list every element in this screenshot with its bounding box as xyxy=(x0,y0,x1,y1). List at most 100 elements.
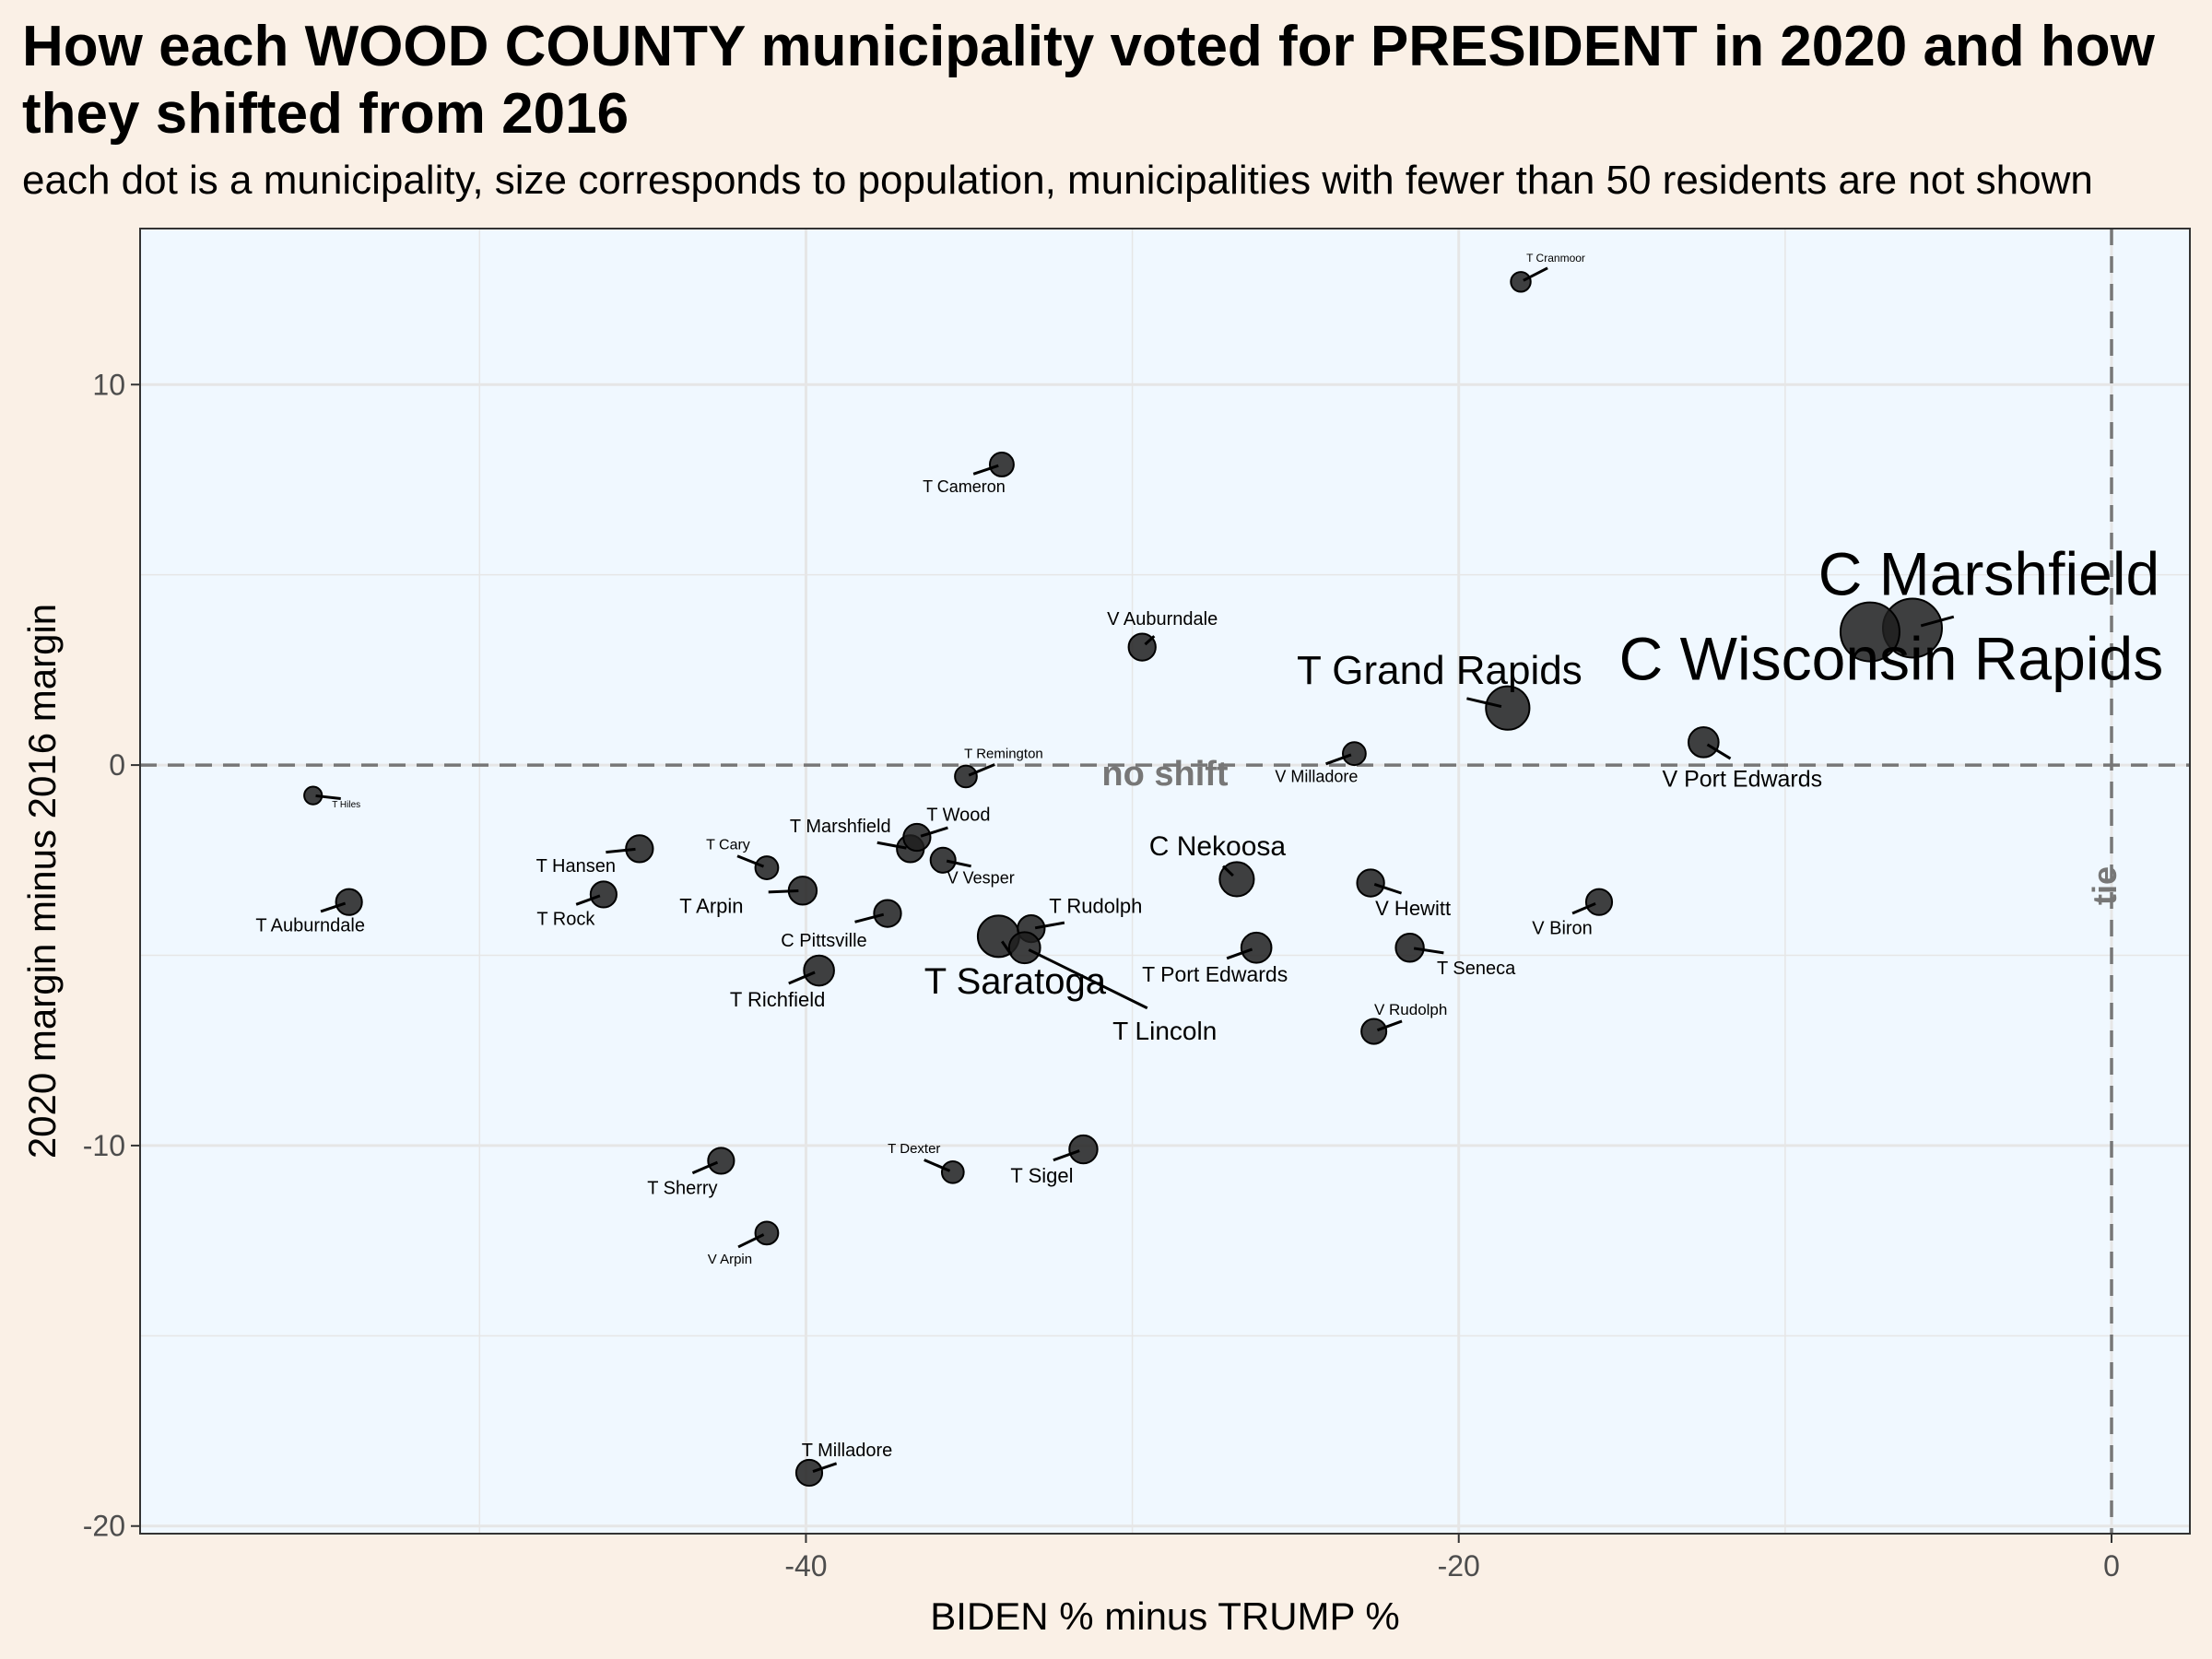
tie-label: tie xyxy=(2086,866,2124,905)
chart-subtitle: each dot is a municipality, size corresp… xyxy=(22,158,2093,203)
leader-line xyxy=(320,901,347,913)
point-label: T Rock xyxy=(536,909,595,929)
leader-line xyxy=(972,464,999,476)
point-label: T Sigel xyxy=(1010,1164,1073,1187)
leader-line xyxy=(1144,635,1156,646)
plot-border xyxy=(139,228,2191,1535)
point-label: T Hiles xyxy=(332,800,360,810)
leader-line xyxy=(1226,947,1253,960)
point-label: V Hewitt xyxy=(1375,897,1451,920)
point-t-dexter xyxy=(940,1159,965,1184)
point-label: T Cranmoor xyxy=(1526,252,1585,265)
leader-line xyxy=(1000,940,1013,956)
point-label: T Sherry xyxy=(647,1178,717,1198)
leader-line xyxy=(968,763,995,777)
leader-line xyxy=(812,1462,838,1474)
point-label: T Grand Rapids xyxy=(1297,648,1583,693)
point-t-remington xyxy=(954,764,978,789)
leader-line xyxy=(1523,266,1548,282)
point-t-wood xyxy=(902,822,932,853)
no-shift-label: no shift xyxy=(1101,755,1229,794)
point-label: C Wisconsin Rapids xyxy=(1619,625,2164,693)
point-label: T Auburndale xyxy=(255,916,365,936)
plot-panel xyxy=(140,229,2190,1534)
point-label: T Richfield xyxy=(730,988,826,1011)
point-label: T Saratoga xyxy=(924,961,1107,1002)
point-label: T Port Edwards xyxy=(1142,962,1288,986)
leader-line xyxy=(1571,901,1596,915)
point-t-milladore xyxy=(794,1458,824,1488)
leader-line xyxy=(854,912,885,924)
point-t-sherry xyxy=(707,1147,735,1175)
point-label: T Rudolph xyxy=(1049,895,1142,918)
leader-line xyxy=(1413,947,1444,955)
point-c-wisconsin-rapids xyxy=(1839,601,1900,663)
point-label: T Seneca xyxy=(1437,959,1516,979)
point-t-richfield xyxy=(803,954,835,987)
point-label: C Marshfield xyxy=(1818,539,2159,607)
point-label: T Hansen xyxy=(536,856,616,877)
point-v-milladore xyxy=(1342,741,1367,767)
points-layer xyxy=(303,271,1943,1488)
point-t-seneca xyxy=(1394,933,1425,963)
leader-line xyxy=(1028,948,1148,1010)
x-tick-label: -20 xyxy=(1438,1549,1480,1583)
point-label: T Wood xyxy=(926,806,990,826)
point-t-cameron xyxy=(988,451,1015,477)
leader-line xyxy=(1706,743,1732,760)
point-t-lincoln xyxy=(1007,931,1041,965)
point-label: T Cameron xyxy=(923,477,1006,496)
point-label: T Remington xyxy=(964,746,1043,761)
leader-line xyxy=(691,1160,719,1175)
leader-line xyxy=(1466,697,1502,709)
point-v-arpin xyxy=(754,1220,780,1246)
point-t-rock xyxy=(589,880,618,909)
x-tick-label: -40 xyxy=(784,1549,827,1583)
point-label: V Auburndale xyxy=(1107,609,1218,629)
y-tick-label: 10 xyxy=(92,368,125,401)
point-label: T Milladore xyxy=(802,1441,893,1461)
point-label: C Pittsville xyxy=(781,931,866,951)
leader-line xyxy=(1373,883,1403,895)
point-label: V Milladore xyxy=(1275,768,1358,786)
y-axis-label: 2020 margin minus 2016 margin xyxy=(20,604,64,1159)
leader-line xyxy=(606,847,636,854)
leader-line xyxy=(924,1159,951,1172)
x-axis-label: BIDEN % minus TRUMP % xyxy=(930,1594,1400,1638)
y-tick-label: -20 xyxy=(83,1510,125,1543)
leader-line xyxy=(1221,865,1234,877)
point-v-rudolph xyxy=(1360,1018,1388,1045)
point-v-vesper xyxy=(929,846,957,874)
point-t-sigel xyxy=(1068,1134,1099,1165)
leader-line xyxy=(768,889,799,894)
point-c-pittsville xyxy=(873,899,902,928)
point-label: V Arpin xyxy=(708,1252,752,1267)
point-label: T Lincoln xyxy=(1112,1017,1217,1045)
leader-line xyxy=(737,1233,765,1249)
leader-line xyxy=(315,794,341,800)
point-label: T Arpin xyxy=(679,894,743,917)
leader-line xyxy=(1920,615,1955,628)
point-label: V Biron xyxy=(1532,919,1593,939)
leader-line xyxy=(736,854,765,868)
x-tick-label: 0 xyxy=(2103,1549,2120,1583)
point-v-port-edwards xyxy=(1688,725,1720,759)
leader-line xyxy=(1034,921,1065,930)
point-t-cary xyxy=(754,855,780,880)
point-t-cranmoor xyxy=(1510,271,1532,293)
chart-title: How each WOOD COUNTY municipality voted … xyxy=(22,15,2155,146)
point-label: V Port Edwards xyxy=(1662,766,1822,792)
point-label: C Nekoosa xyxy=(1149,831,1287,862)
point-label: T Dexter xyxy=(888,1141,940,1157)
leader-line xyxy=(877,841,907,850)
point-label: T Marshfield xyxy=(790,817,891,837)
leader-line xyxy=(1376,1019,1403,1032)
leader-line xyxy=(946,859,971,868)
leader-line xyxy=(1325,753,1352,766)
y-tick-label: -10 xyxy=(83,1129,125,1162)
point-label: V Vesper xyxy=(947,868,1015,887)
point-label: T Cary xyxy=(706,838,750,853)
point-t-auburndale xyxy=(335,888,363,916)
point-t-grand-rapids xyxy=(1485,685,1531,731)
leader-line xyxy=(788,971,816,985)
